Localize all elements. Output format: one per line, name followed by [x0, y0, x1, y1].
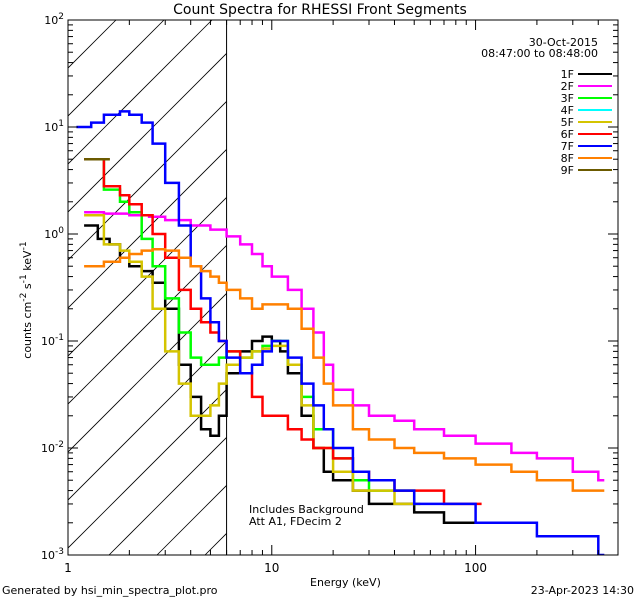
y-tick-label: 100 [44, 226, 64, 241]
footer-generated-by: Generated by hsi_min_spectra_plot.pro [2, 584, 218, 597]
legend-label-6F: 6F [561, 128, 574, 141]
axis-ticks: 1 10 100 10-3 10-2 10-1 100 101 102 [41, 12, 619, 575]
plot-frame [67, 19, 619, 556]
x-tick-label: 10 [264, 561, 279, 575]
series-group [76, 110, 605, 555]
hatch-line [68, 100, 227, 261]
hatch-line [68, 52, 227, 213]
hatch-line [253, 20, 640, 555]
legend-date: 30-Oct-2015 [528, 36, 598, 49]
x-axis-label: Energy (keV) [310, 576, 381, 589]
legend-time-range: 08:47:00 to 08:48:00 [481, 47, 598, 60]
legend-label-3F: 3F [561, 92, 574, 105]
hatch-line [108, 436, 227, 555]
series-1F [84, 224, 482, 525]
hatch-line [589, 20, 640, 555]
shaded-region [68, 20, 640, 555]
hatch-line [68, 340, 227, 501]
y-tick-label: 10-3 [41, 547, 64, 562]
legend-label-4F: 4F [561, 104, 574, 117]
series-5F [84, 213, 421, 506]
hatch-line [68, 20, 165, 117]
hatch-line [68, 292, 227, 453]
x-tick-label: 1 [64, 561, 72, 575]
hatch-line [204, 532, 227, 555]
chart-title: Count Spectra for RHESSI Front Segments [173, 2, 467, 18]
legend-label-2F: 2F [561, 80, 574, 93]
annotation-background: Includes Background [249, 503, 364, 516]
y-tick-label: 10-2 [41, 440, 64, 455]
hatch-line [68, 148, 227, 309]
hatch-line [68, 196, 227, 357]
hatch-line [349, 20, 640, 555]
hatch-line [445, 20, 640, 555]
y-axis-label: counts cm-2 s-1 keV-1 [18, 241, 34, 359]
y-tick-label: 101 [44, 119, 64, 134]
legend-label-9F: 9F [561, 164, 574, 177]
legend-label-1F: 1F [561, 68, 574, 81]
legend-label-5F: 5F [561, 116, 574, 129]
hatch-line [541, 20, 640, 555]
hatch-line [68, 20, 69, 21]
series-7F [76, 110, 605, 555]
legend-label-7F: 7F [561, 140, 574, 153]
legend-label-8F: 8F [561, 152, 574, 165]
y-tick-label: 102 [44, 12, 64, 27]
y-tick-label: 10-1 [41, 333, 64, 348]
series-2F [84, 210, 605, 482]
hatch-line [68, 388, 227, 549]
series-8F [84, 248, 605, 492]
hatch-line [68, 20, 213, 165]
hatch-line [68, 244, 227, 405]
footer-timestamp: 23-Apr-2023 14:30 [530, 584, 634, 597]
x-tick-label: 100 [464, 561, 487, 575]
hatch-line [397, 20, 640, 555]
series-3F [84, 157, 421, 506]
annotation-attenuator: Att A1, FDecim 2 [249, 515, 342, 528]
